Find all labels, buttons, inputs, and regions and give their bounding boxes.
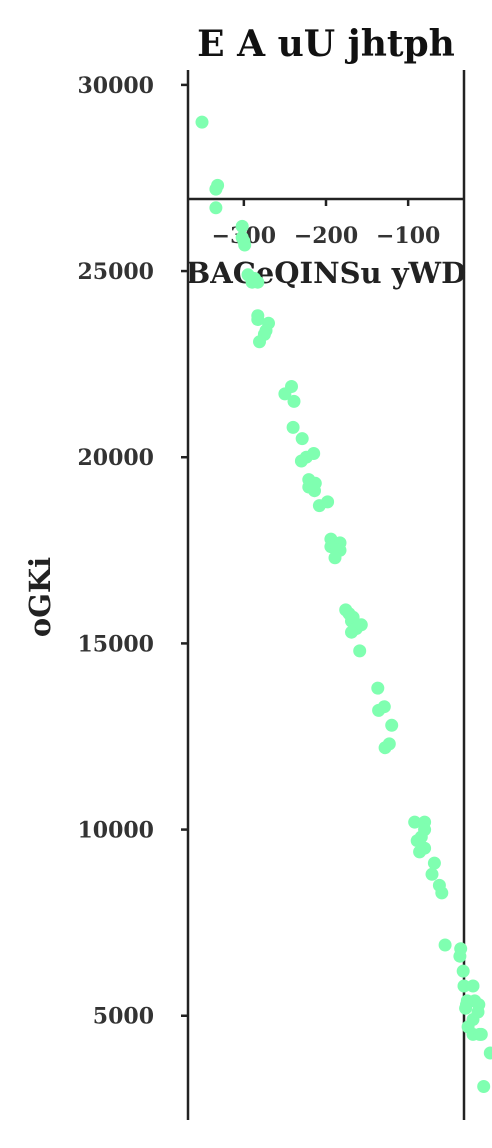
data-point xyxy=(307,447,321,460)
data-point xyxy=(251,275,265,289)
y-tick-label: 25000 xyxy=(77,259,154,285)
data-point xyxy=(308,484,321,498)
y-axis-label: oGKi xyxy=(23,557,57,637)
data-point xyxy=(438,938,452,952)
data-point xyxy=(408,815,422,829)
data-point xyxy=(427,856,441,870)
data-point xyxy=(295,432,309,446)
data-point xyxy=(453,949,467,963)
y-tick-label: 15000 xyxy=(77,631,154,657)
data-point xyxy=(294,454,308,468)
data-point xyxy=(353,644,367,658)
data-point xyxy=(209,201,223,215)
data-point xyxy=(425,867,439,881)
data-point xyxy=(285,380,298,393)
data-point xyxy=(471,1005,485,1019)
data-point xyxy=(346,610,360,624)
x-tick-label: −200 xyxy=(294,223,358,249)
y-tick-label: 10000 xyxy=(77,818,154,844)
x-axis-label: BACeQINSu yWD xyxy=(186,256,467,290)
data-point xyxy=(385,718,399,732)
y-tick-label: 5000 xyxy=(93,1004,154,1030)
data-points xyxy=(195,115,492,1093)
data-point xyxy=(410,834,424,848)
data-point xyxy=(345,625,358,639)
data-point xyxy=(235,219,249,233)
data-point xyxy=(209,182,223,196)
data-point xyxy=(328,551,342,565)
data-point xyxy=(287,394,301,408)
data-point xyxy=(378,741,392,755)
data-point xyxy=(474,1027,488,1041)
data-point xyxy=(253,335,266,349)
x-tick-label: −100 xyxy=(376,223,440,249)
data-point xyxy=(456,964,470,978)
data-point xyxy=(413,845,427,859)
y-tick-label: 20000 xyxy=(77,445,154,471)
y-tick-label: 30000 xyxy=(77,73,154,99)
data-point xyxy=(321,495,335,509)
data-point xyxy=(477,1080,491,1093)
data-point xyxy=(195,115,209,129)
data-point xyxy=(371,681,385,695)
data-point xyxy=(459,1001,473,1015)
data-point xyxy=(286,420,300,434)
data-point xyxy=(377,700,391,714)
data-point xyxy=(435,886,449,900)
data-point xyxy=(483,1046,492,1060)
data-point xyxy=(251,313,265,326)
data-point xyxy=(457,979,471,993)
y-axis-ticks: 5000 10000 15000 20000 25000 30000 xyxy=(77,73,188,1030)
data-point xyxy=(237,234,251,248)
data-point xyxy=(466,979,480,993)
chart-title: E A uU jhtph xyxy=(197,23,455,65)
